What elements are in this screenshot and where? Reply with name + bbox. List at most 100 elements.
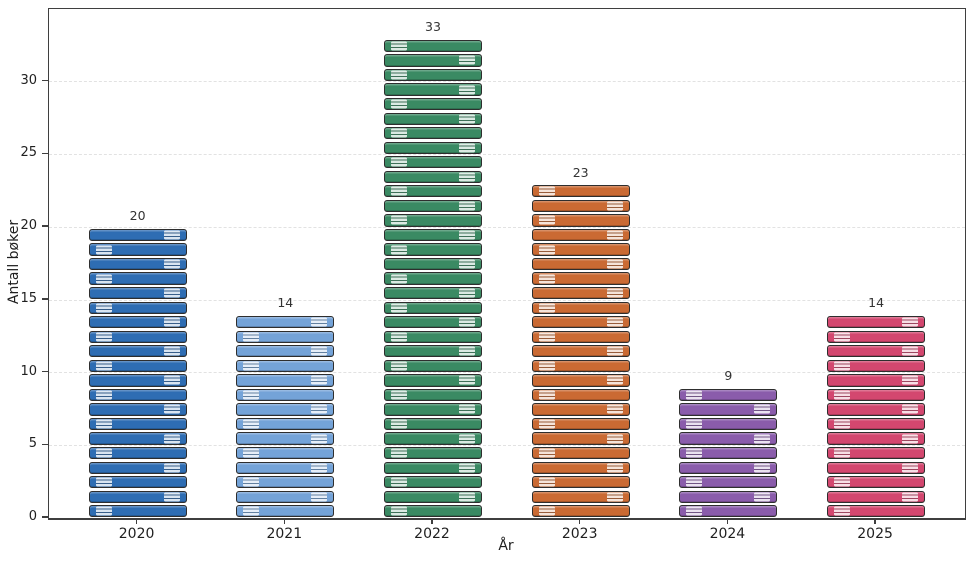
book-segment	[531, 301, 630, 314]
book-sticker	[311, 317, 328, 327]
book-sticker	[538, 274, 555, 284]
book-segment	[531, 243, 630, 256]
book-segment	[531, 505, 630, 518]
y-tick-label: 0	[28, 509, 37, 524]
bar-value-label: 9	[724, 368, 733, 384]
book-segment	[384, 272, 482, 285]
book-sticker	[459, 230, 475, 240]
book-segment	[827, 476, 926, 489]
x-tick-mark	[726, 519, 729, 524]
book-sticker	[95, 361, 112, 371]
y-tick-label: 15	[20, 290, 37, 306]
book-segment	[384, 330, 482, 343]
bar-value-label: 33	[425, 19, 441, 35]
book-segment	[531, 214, 630, 227]
book-sticker	[606, 492, 623, 502]
book-sticker	[754, 434, 771, 444]
book-segment	[531, 330, 630, 343]
book-sticker	[902, 463, 919, 473]
book-sticker	[391, 215, 407, 225]
book-segment	[531, 257, 630, 271]
book-sticker	[95, 274, 112, 284]
book-segment	[384, 417, 482, 431]
book-segment	[531, 388, 630, 402]
book-sticker	[311, 375, 328, 385]
book-sticker	[834, 419, 851, 429]
book-segment	[679, 461, 778, 474]
book-segment	[384, 345, 482, 358]
book-segment	[88, 287, 187, 300]
book-segment	[88, 228, 187, 242]
book-segment	[384, 68, 482, 82]
x-tick-label: 2020	[118, 526, 155, 542]
y-tick-mark	[41, 298, 48, 300]
book-sticker	[163, 230, 180, 240]
x-tick-mark	[431, 519, 433, 524]
book-sticker	[686, 477, 703, 487]
book-sticker	[459, 404, 475, 414]
book-sticker	[902, 375, 919, 385]
book-sticker	[391, 506, 407, 516]
book-segment	[531, 185, 630, 198]
bar-2023	[531, 184, 630, 518]
book-segment	[827, 388, 926, 402]
book-segment	[384, 141, 482, 154]
book-sticker	[95, 245, 112, 255]
book-segment	[827, 432, 926, 445]
book-segment	[236, 461, 335, 474]
book-sticker	[243, 448, 260, 458]
book-segment	[384, 388, 482, 402]
book-segment	[88, 345, 187, 358]
book-sticker	[391, 361, 407, 371]
book-segment	[88, 301, 187, 314]
x-tick-label: 2021	[266, 526, 303, 542]
book-segment	[88, 272, 187, 285]
book-sticker	[459, 172, 475, 182]
book-sticker	[95, 448, 112, 458]
book-segment	[827, 345, 926, 358]
book-segment	[236, 490, 335, 503]
book-segment	[531, 374, 630, 387]
book-sticker	[606, 404, 623, 414]
book-sticker	[606, 259, 623, 269]
book-sticker	[902, 434, 919, 444]
book-sticker	[754, 463, 771, 473]
book-sticker	[243, 506, 260, 516]
book-segment	[88, 257, 187, 271]
book-sticker	[243, 390, 260, 400]
book-segment	[384, 301, 482, 314]
book-sticker	[311, 463, 328, 473]
book-sticker	[754, 404, 771, 414]
book-sticker	[606, 317, 623, 327]
book-sticker	[538, 215, 555, 225]
bar-value-label: 20	[129, 208, 146, 224]
book-segment	[827, 359, 926, 372]
book-sticker	[163, 492, 180, 502]
gridline	[49, 226, 965, 228]
book-sticker	[391, 128, 407, 138]
bar-2021	[236, 314, 335, 518]
book-sticker	[834, 448, 851, 458]
book-sticker	[606, 230, 623, 240]
gridline	[49, 299, 965, 301]
book-sticker	[834, 361, 851, 371]
book-segment	[88, 330, 187, 343]
book-sticker	[538, 303, 555, 313]
book-sticker	[459, 492, 475, 502]
book-segment	[384, 214, 482, 227]
book-segment	[384, 316, 482, 329]
book-segment	[88, 447, 187, 460]
book-segment	[384, 185, 482, 198]
book-segment	[827, 447, 926, 460]
y-tick-mark	[41, 516, 48, 518]
book-segment	[531, 228, 630, 242]
y-tick-label: 20	[20, 218, 37, 234]
book-segment	[531, 447, 630, 460]
book-sticker	[459, 143, 475, 153]
book-segment	[384, 127, 482, 140]
book-sticker	[538, 506, 555, 516]
book-segment	[384, 54, 482, 67]
book-sticker	[311, 492, 328, 502]
book-sticker	[459, 375, 475, 385]
